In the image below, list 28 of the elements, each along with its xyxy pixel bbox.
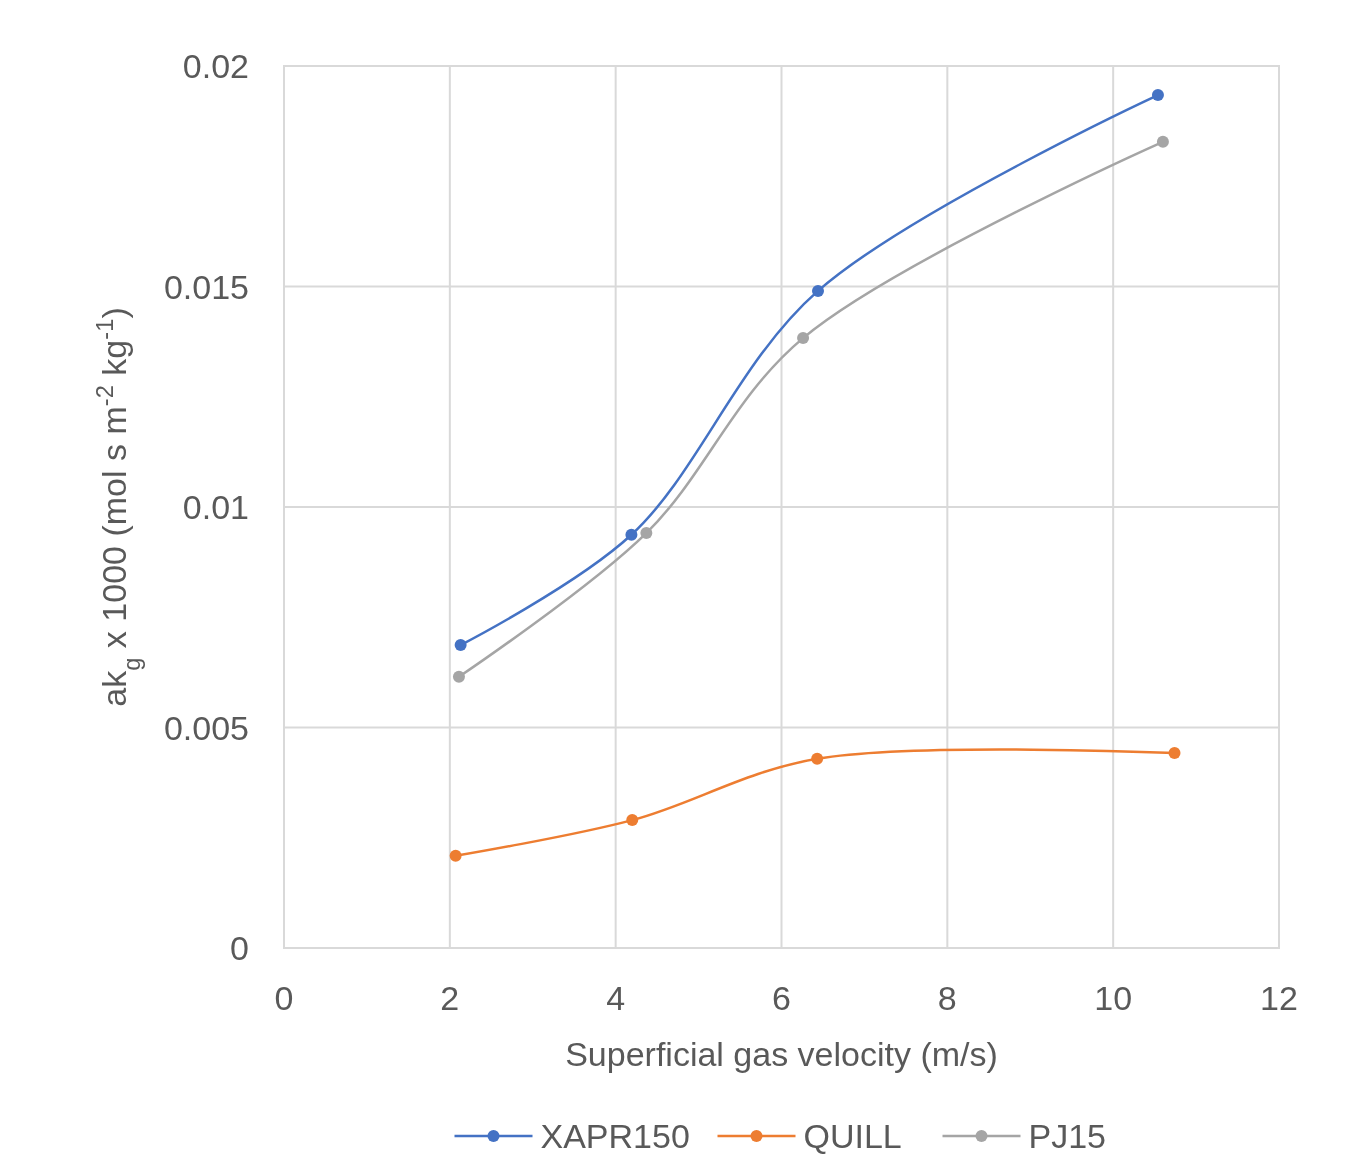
point bbox=[1151, 89, 1164, 102]
point bbox=[811, 752, 824, 765]
point bbox=[626, 814, 639, 827]
point bbox=[640, 527, 653, 540]
point bbox=[449, 849, 462, 862]
point bbox=[454, 639, 467, 652]
x-tick-label: 4 bbox=[606, 979, 626, 1017]
y-tick-label: 0.015 bbox=[163, 267, 249, 306]
x-tick-label: 12 bbox=[1260, 979, 1298, 1017]
x-tick-label: 2 bbox=[440, 979, 460, 1017]
legend-label: PJ15 bbox=[1028, 1117, 1106, 1155]
point bbox=[811, 284, 824, 297]
y-tick-label: 0 bbox=[230, 929, 249, 967]
y-tick-label: 0.005 bbox=[163, 708, 249, 747]
y-tick-label: 0.01 bbox=[182, 488, 249, 526]
x-tick-label: 0 bbox=[274, 979, 294, 1017]
point bbox=[1168, 747, 1181, 760]
legend-label: QUILL bbox=[803, 1117, 902, 1155]
y-tick-label: 0.02 bbox=[182, 47, 249, 85]
x-tick-label: 8 bbox=[937, 979, 957, 1017]
legend-label: XAPR150 bbox=[540, 1117, 690, 1155]
point bbox=[797, 332, 810, 345]
x-tick-label: 10 bbox=[1094, 979, 1133, 1017]
x-axis-title: Superficial gas velocity (m/s) bbox=[565, 1035, 998, 1073]
point bbox=[625, 528, 638, 541]
point bbox=[1156, 135, 1169, 148]
x-tick-label: 6 bbox=[772, 979, 791, 1017]
point bbox=[452, 670, 465, 683]
